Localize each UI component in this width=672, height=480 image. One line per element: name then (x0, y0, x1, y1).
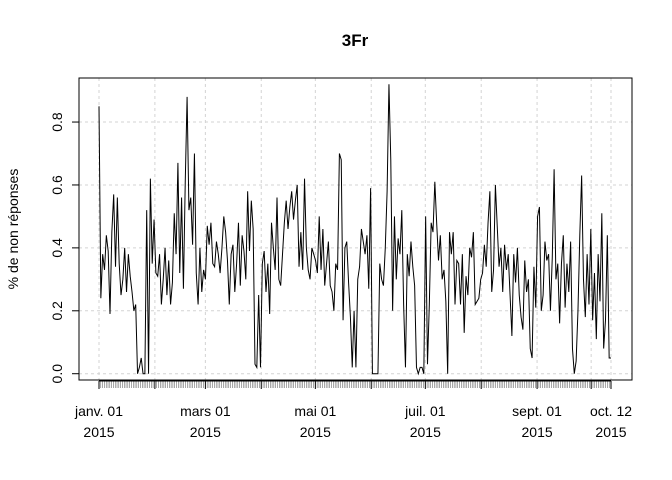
x-tick-year: 2015 (190, 424, 221, 440)
x-tick-label: mars 01 (180, 403, 231, 419)
y-tick-label: 0.6 (49, 175, 65, 195)
x-tick-year: 2015 (410, 424, 441, 440)
x-tick-label: oct. 12 (590, 403, 632, 419)
y-axis: 0.0 0.2 0.4 0.6 0.8 (49, 112, 80, 384)
y-tick-label: 0.8 (49, 112, 65, 132)
x-tick-label: janv. 01 (74, 403, 123, 419)
y-tick-label: 0.2 (49, 301, 65, 321)
x-axis: janv. 01 2015 mars 01 2015 mai 01 2015 juil. 0… (74, 380, 632, 440)
y-tick-label: 0.4 (49, 238, 65, 258)
x-tick-year: 2015 (83, 424, 114, 440)
x-tick-year: 2015 (522, 424, 553, 440)
x-tick-year: 2015 (595, 424, 626, 440)
y-axis-title: % de non réponses (5, 169, 21, 290)
x-tick-label: mai 01 (294, 403, 336, 419)
plot-area-border (78, 77, 633, 381)
x-tick-year: 2015 (300, 424, 331, 440)
x-tick-label: juil. 01 (404, 403, 446, 419)
horizontal-gridlines (79, 121, 632, 375)
chart-title: 3Fr (342, 31, 369, 50)
series-line (98, 84, 611, 376)
x-tick-label: sept. 01 (512, 403, 562, 419)
y-tick-label: 0.0 (49, 364, 65, 384)
